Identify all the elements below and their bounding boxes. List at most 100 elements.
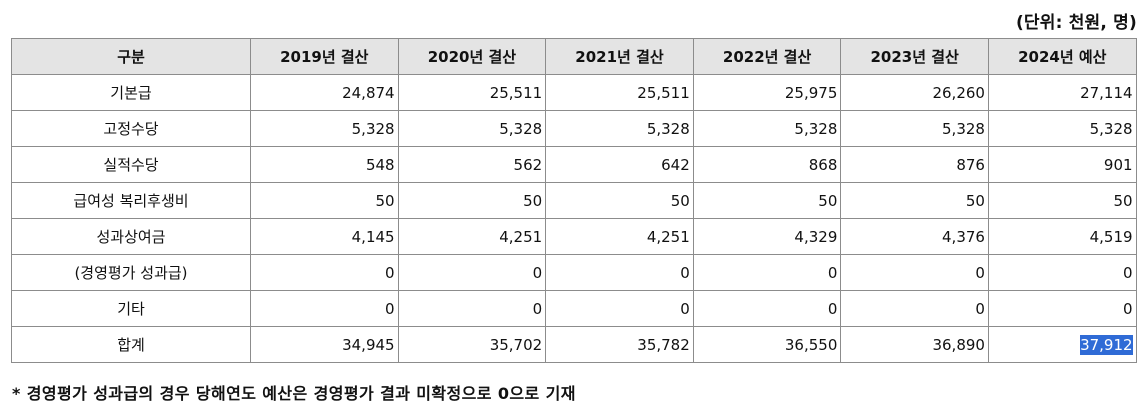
table-row: 급여성 복리후생비 50 50 50 50 50 50 xyxy=(11,182,1137,219)
cell-value: 50 xyxy=(965,191,985,210)
column-header: 2021년 결산 xyxy=(545,38,694,75)
table-cell[interactable]: 5,328 xyxy=(250,110,399,147)
table-cell[interactable]: 36,550 xyxy=(692,326,842,363)
table-cell[interactable]: 4,519 xyxy=(987,218,1137,255)
table-cell[interactable]: 642 xyxy=(545,146,694,183)
table-cell[interactable]: 50 xyxy=(987,182,1137,219)
cell-value: 25,511 xyxy=(637,83,690,102)
table-cell[interactable]: 4,251 xyxy=(397,218,547,255)
table-cell[interactable]: 0 xyxy=(397,254,547,291)
cell-value: 0 xyxy=(1123,263,1133,282)
cell-value: 0 xyxy=(532,299,543,318)
cell-value: 25,975 xyxy=(784,83,838,102)
table-row: 기본급 24,874 25,511 25,511 25,975 26,260 27,114 xyxy=(11,74,1137,111)
cell-value: 876 xyxy=(956,155,985,174)
table-cell[interactable]: 5,328 xyxy=(397,110,547,147)
table-cell[interactable]: 0 xyxy=(840,254,989,291)
table-cell[interactable]: 0 xyxy=(250,254,399,291)
table-cell[interactable]: 36,890 xyxy=(840,326,989,363)
column-header: 2022년 결산 xyxy=(692,38,842,75)
table-cell[interactable]: 27,114 xyxy=(987,74,1137,111)
table-cell[interactable]: 26,260 xyxy=(840,74,989,111)
cell-value: 0 xyxy=(680,299,690,318)
cell-value: 4,329 xyxy=(794,227,838,246)
table-body: 기본급 24,874 25,511 25,511 25,975 26,260 27,114 고… xyxy=(11,74,1137,363)
table-cell[interactable]: 50 xyxy=(840,182,989,219)
table-cell[interactable]: 0 xyxy=(987,254,1137,291)
table-cell[interactable]: 901 xyxy=(987,146,1137,183)
table-cell[interactable]: 50 xyxy=(545,182,694,219)
cell-value: 4,145 xyxy=(351,227,395,246)
column-header: 2020년 결산 xyxy=(397,38,547,75)
table-cell[interactable]: 0 xyxy=(987,290,1137,327)
selected-table-cell[interactable]: 37,912 xyxy=(987,326,1137,363)
cell-value: 5,328 xyxy=(1089,119,1133,138)
cell-value: 4,251 xyxy=(646,227,690,246)
table-cell[interactable]: 0 xyxy=(840,290,989,327)
cell-value: 35,702 xyxy=(489,335,543,354)
table-cell[interactable]: 4,376 xyxy=(840,218,989,255)
cell-value: 5,328 xyxy=(942,119,985,138)
footnote: * 경영평가 성과급의 경우 당해연도 예산은 경영평가 결과 미확정으로 0으… xyxy=(12,384,576,403)
table-cell[interactable]: 0 xyxy=(397,290,547,327)
table-cell[interactable]: 34,945 xyxy=(250,326,399,363)
cell-value: 4,519 xyxy=(1089,227,1133,246)
table-cell[interactable]: 4,251 xyxy=(545,218,694,255)
row-label: 기본급 xyxy=(11,74,251,111)
row-label: (경영평가 성과급) xyxy=(11,254,251,291)
table-cell[interactable]: 5,328 xyxy=(840,110,989,147)
cell-value: 26,260 xyxy=(932,83,985,102)
column-header: 2024년 예산 xyxy=(987,38,1137,75)
table-cell[interactable]: 876 xyxy=(840,146,989,183)
cell-value: 0 xyxy=(1123,299,1133,318)
row-label: 기타 xyxy=(11,290,251,327)
cell-value: 27,114 xyxy=(1080,83,1133,102)
table-cell[interactable]: 25,511 xyxy=(397,74,547,111)
table-cell[interactable]: 50 xyxy=(250,182,399,219)
table-cell[interactable]: 0 xyxy=(545,254,694,291)
row-label: 실적수당 xyxy=(11,146,251,183)
table-cell[interactable]: 25,511 xyxy=(545,74,694,111)
cell-value: 4,251 xyxy=(499,227,543,246)
table-cell[interactable]: 548 xyxy=(250,146,399,183)
table-cell[interactable]: 0 xyxy=(250,290,399,327)
cell-value: 868 xyxy=(808,155,838,174)
cell-value: 0 xyxy=(385,263,395,282)
table-row: 성과상여금 4,145 4,251 4,251 4,329 4,376 4,519 xyxy=(11,218,1137,255)
table-cell[interactable]: 5,328 xyxy=(692,110,842,147)
unit-note: (단위: 천원, 명) xyxy=(1015,13,1137,33)
table-row: 실적수당 548 562 642 868 876 901 xyxy=(11,146,1137,183)
salary-table: 구분 2019년 결산 2020년 결산 2021년 결산 2022년 결산 2… xyxy=(11,38,1137,363)
cell-value: 5,328 xyxy=(499,119,543,138)
row-label: 고정수당 xyxy=(11,110,251,147)
cell-value: 0 xyxy=(975,299,985,318)
table-cell[interactable]: 25,975 xyxy=(692,74,842,111)
row-label: 급여성 복리후생비 xyxy=(11,182,251,219)
table-cell[interactable]: 35,782 xyxy=(545,326,694,363)
table-cell[interactable]: 5,328 xyxy=(545,110,694,147)
table-cell[interactable]: 24,874 xyxy=(250,74,399,111)
cell-value: 0 xyxy=(827,263,838,282)
table-cell[interactable]: 562 xyxy=(397,146,547,183)
table-cell[interactable]: 0 xyxy=(692,254,842,291)
table-cell[interactable]: 35,702 xyxy=(397,326,547,363)
column-header: 구분 xyxy=(11,38,251,75)
table-cell[interactable]: 5,328 xyxy=(987,110,1137,147)
cell-value: 0 xyxy=(680,263,690,282)
table-cell[interactable]: 0 xyxy=(545,290,694,327)
cell-value: 5,328 xyxy=(646,119,690,138)
table-row: 기타 0 0 0 0 0 0 xyxy=(11,290,1137,327)
cell-value: 34,945 xyxy=(342,335,395,354)
cell-value: 0 xyxy=(827,299,838,318)
table-cell[interactable]: 50 xyxy=(397,182,547,219)
table-cell[interactable]: 868 xyxy=(692,146,842,183)
row-label: 합계 xyxy=(11,326,251,363)
table-cell[interactable]: 50 xyxy=(692,182,842,219)
cell-value: 562 xyxy=(513,155,543,174)
table-cell[interactable]: 4,145 xyxy=(250,218,399,255)
cell-value: 50 xyxy=(670,191,690,210)
table-cell[interactable]: 4,329 xyxy=(692,218,842,255)
table-cell[interactable]: 0 xyxy=(692,290,842,327)
table-row: 합계 34,945 35,702 35,782 36,550 36,890 37,912 xyxy=(11,326,1137,363)
cell-value: 50 xyxy=(1113,191,1133,210)
